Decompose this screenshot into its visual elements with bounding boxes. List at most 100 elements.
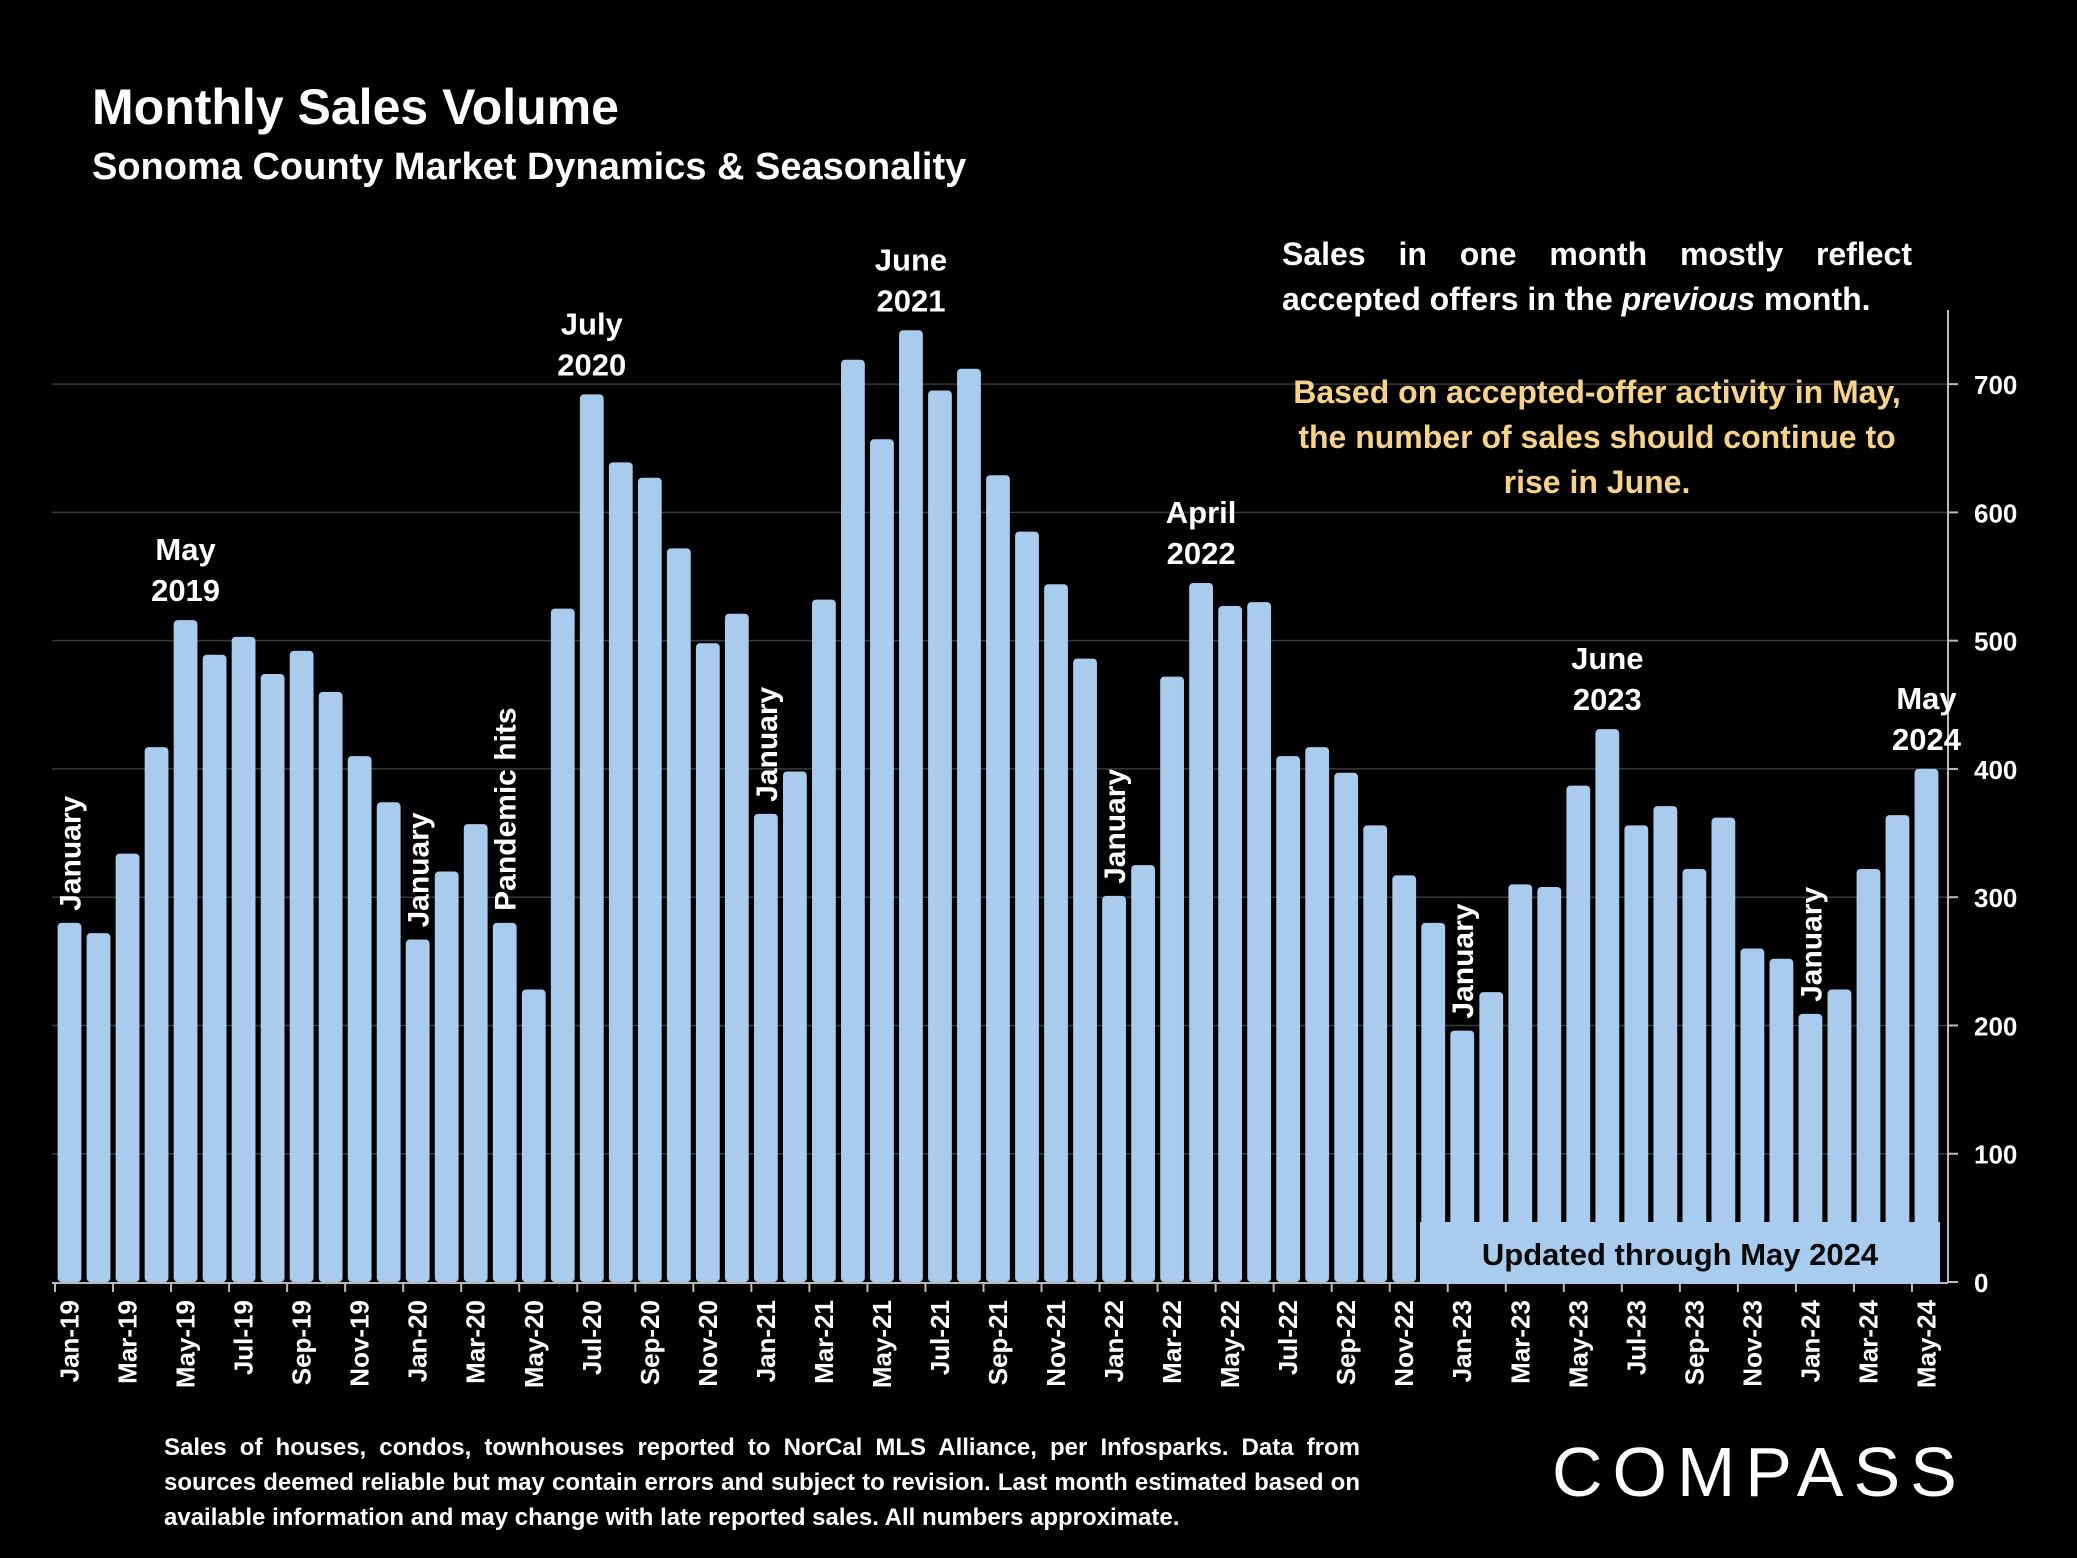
bar	[1218, 606, 1243, 1282]
x-tick-label: May-20	[519, 1300, 549, 1388]
annotation-label: April 2022	[1166, 495, 1237, 571]
note1-text-b: month.	[1755, 281, 1871, 317]
updated-label: Updated through May 2024	[1482, 1237, 1879, 1272]
page-title: Monthly Sales Volume	[92, 79, 619, 135]
axes: 0 100 200 300 400 500 600 700 Jan-19 Mar-19 May-19…	[52, 310, 2017, 1388]
x-tick-label: Nov-21	[1041, 1300, 1071, 1387]
bar	[957, 368, 981, 1282]
bar	[1711, 817, 1736, 1282]
x-tick-label: May-23	[1563, 1300, 1593, 1388]
bar	[1508, 884, 1533, 1282]
annotation-label: June 2023	[1571, 641, 1643, 717]
x-tick-label: Sep-19	[287, 1300, 317, 1385]
bar	[1537, 886, 1562, 1282]
annotation-label: January	[55, 795, 88, 910]
bar	[1015, 531, 1039, 1282]
bar	[260, 674, 285, 1282]
x-tick-label: Jan-24	[1795, 1299, 1825, 1382]
page-subtitle: Sonoma County Market Dynamics & Seasonal…	[92, 146, 967, 188]
annotations: January May 2019 January Pandemic hits July 20…	[55, 242, 1962, 1018]
bar	[231, 636, 256, 1282]
y-tick-label: 0	[1974, 1268, 1988, 1298]
x-tick-label: Mar-22	[1157, 1300, 1187, 1384]
bar	[86, 933, 111, 1282]
x-tick-label: Jul-23	[1621, 1300, 1651, 1375]
bar	[1073, 658, 1097, 1282]
bar	[1160, 676, 1184, 1282]
bar	[579, 394, 604, 1282]
bar	[1131, 865, 1155, 1282]
y-tick-label: 200	[1974, 1011, 2017, 1041]
bar	[1363, 825, 1388, 1282]
bar	[1189, 582, 1214, 1282]
x-tick-label: May-22	[1215, 1300, 1245, 1388]
bar	[434, 871, 459, 1282]
bar	[841, 359, 865, 1282]
bar	[1624, 825, 1649, 1282]
bar	[521, 989, 546, 1282]
bar	[57, 922, 82, 1282]
y-tick-label: 400	[1974, 755, 2017, 785]
bar	[695, 643, 720, 1282]
bar	[753, 813, 778, 1282]
x-tick-label: Nov-19	[345, 1300, 375, 1387]
x-tick-label: Sep-21	[983, 1300, 1013, 1385]
note1-text-a: Sales in one month mostly reflect accept…	[1282, 236, 1912, 317]
x-tick-label: Sep-20	[635, 1300, 665, 1385]
x-tick-label: Nov-20	[693, 1300, 723, 1387]
bar	[899, 330, 923, 1282]
x-tick-label: Nov-23	[1737, 1300, 1767, 1387]
annotation-label: January	[403, 812, 436, 927]
bar	[1914, 768, 1939, 1282]
x-tick-label: Jan-21	[751, 1300, 781, 1382]
bar	[1566, 785, 1591, 1282]
annotation-label: January	[1447, 903, 1480, 1018]
annotation-label: May 2019	[151, 532, 220, 608]
bar	[1276, 756, 1301, 1282]
bar	[1044, 584, 1068, 1282]
bar	[173, 620, 198, 1282]
updated-box: Updated through May 2024	[1420, 1222, 1940, 1284]
annotation-label: January	[1099, 769, 1132, 884]
x-tick-label: Jul-19	[229, 1300, 259, 1375]
bar	[1769, 958, 1794, 1282]
x-tick-label: Jan-20	[403, 1300, 433, 1382]
bar	[1856, 868, 1881, 1282]
bar	[1102, 895, 1126, 1282]
bar	[608, 462, 633, 1283]
bar	[202, 654, 227, 1282]
bar	[1450, 1030, 1475, 1282]
bar	[1479, 992, 1504, 1282]
bar	[870, 439, 894, 1283]
x-tick-label: Sep-23	[1679, 1300, 1709, 1385]
bar	[1682, 868, 1707, 1282]
bar	[1247, 602, 1272, 1282]
x-tick-label: Mar-20	[461, 1300, 491, 1384]
annotation-label: June 2021	[875, 242, 947, 318]
x-tick-label: Jan-19	[55, 1300, 85, 1382]
note-forecast: Based on accepted-offer activity in May,…	[1293, 374, 1901, 500]
bar	[550, 608, 575, 1282]
x-tick-label: May-19	[171, 1300, 201, 1388]
note1-emphasis: previous	[1621, 281, 1756, 317]
bar	[986, 475, 1010, 1283]
note-accepted-offers: Sales in one month mostly reflect accept…	[1282, 232, 1912, 322]
bars	[57, 330, 1939, 1283]
source-footnote: Sales of houses, condos, townhouses repo…	[164, 1434, 1360, 1531]
compass-logo: COMPASS	[1552, 1433, 1967, 1511]
x-tick-label: Mar-23	[1505, 1300, 1535, 1384]
bar	[1334, 772, 1359, 1282]
annotation-label: January	[751, 686, 784, 801]
bar	[1305, 747, 1330, 1282]
y-tick-label: 300	[1974, 883, 2017, 913]
bar	[463, 824, 488, 1282]
x-tick-label: May-24	[1911, 1299, 1941, 1388]
annotation-label: July 2020	[557, 306, 626, 382]
x-tick-label: Jan-22	[1099, 1300, 1129, 1382]
bar	[1827, 989, 1852, 1282]
y-tick-label: 700	[1974, 370, 2017, 400]
bar	[812, 599, 836, 1282]
bar	[1798, 1013, 1823, 1282]
x-tick-label: Jan-23	[1447, 1300, 1477, 1382]
